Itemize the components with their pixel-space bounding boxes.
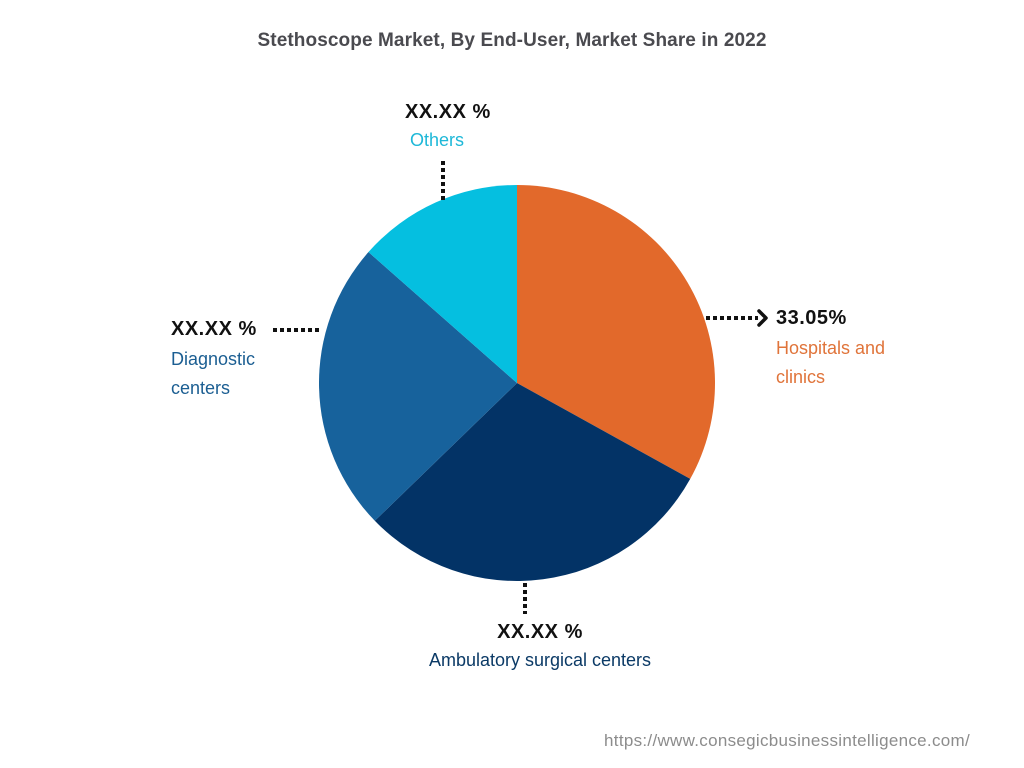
- arrow-head-icon: [757, 309, 768, 327]
- label-hospitals-name-line1: Hospitals and: [776, 338, 886, 358]
- label-hospitals: 33.05% Hospitals and clinics: [776, 307, 885, 392]
- label-diagnostic-value: XX.XX %: [171, 318, 257, 340]
- pie-slice-diagnostic-centers: [319, 252, 517, 521]
- label-others-value: XX.XX %: [405, 101, 491, 123]
- label-ambulatory: XX.XX % Ambulatory surgical centers: [390, 621, 690, 675]
- pie-slice-others: [368, 185, 517, 383]
- chart-title: Stethoscope Market, By End-User, Market …: [257, 30, 767, 51]
- label-diagnostic-name-line2: centers: [171, 378, 231, 398]
- pie-slice-hospitals-and-clinics: [517, 185, 716, 479]
- source-url: https://www.consegicbusinessintelligence…: [604, 731, 970, 750]
- label-others: XX.XX % Others: [405, 101, 491, 155]
- label-diagnostic-name-line1: Diagnostic: [171, 349, 256, 369]
- pie-slice-ambulatory-surgical-centers: [374, 383, 691, 582]
- label-ambulatory-value: XX.XX %: [497, 621, 583, 643]
- label-diagnostic: XX.XX % Diagnostic centers: [171, 318, 257, 403]
- pie-slices: [319, 185, 716, 582]
- leader-lines: [273, 161, 758, 614]
- label-hospitals-name-line2: clinics: [776, 367, 826, 387]
- label-hospitals-value: 33.05%: [776, 307, 847, 329]
- label-ambulatory-name: Ambulatory surgical centers: [428, 650, 652, 670]
- label-others-name: Others: [410, 130, 465, 150]
